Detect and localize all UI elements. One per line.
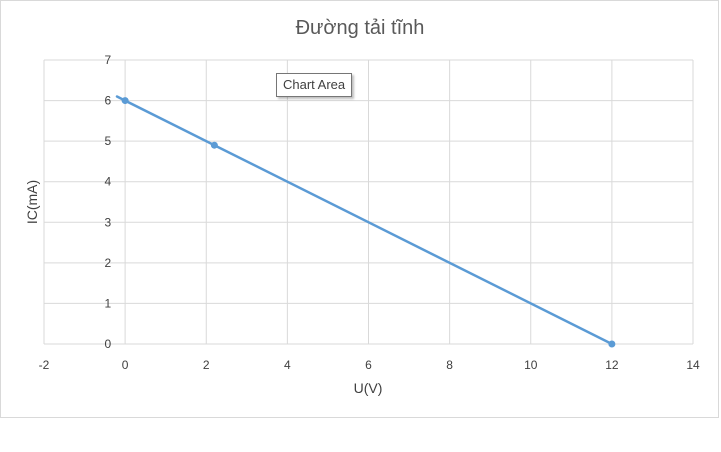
- x-tick-label: 4: [284, 358, 291, 372]
- y-tick-label: 1: [104, 296, 111, 310]
- y-tick-label: 2: [104, 256, 111, 270]
- x-tick-label: 12: [605, 358, 619, 372]
- data-point[interactable]: [608, 340, 616, 348]
- y-tick-label: 0: [104, 337, 111, 351]
- plot-series: [115, 95, 616, 348]
- y-tick-label: 5: [104, 134, 111, 148]
- x-tick-label: 6: [365, 358, 372, 372]
- y-tick-labels: 0 1 2 3 4 5 6 7: [104, 53, 111, 351]
- chart-title: Đường tải tĩnh: [296, 17, 425, 39]
- x-tick-label: 14: [686, 358, 700, 372]
- series-line: [115, 95, 614, 346]
- x-tick-label: 0: [122, 358, 129, 372]
- y-tick-label: 4: [104, 175, 111, 189]
- chart-area-tooltip: Chart Area: [276, 73, 353, 97]
- x-tick-label: 10: [524, 358, 538, 372]
- x-axis-label: U(V): [354, 380, 383, 396]
- y-tick-label: 3: [104, 215, 111, 229]
- data-point[interactable]: [210, 141, 218, 149]
- x-tick-label: 2: [203, 358, 210, 372]
- x-tick-label: -2: [39, 358, 50, 372]
- grid: [43, 59, 694, 345]
- y-axis-label: IC(mA): [24, 180, 40, 224]
- y-tick-label: 6: [104, 94, 111, 108]
- x-tick-labels: -2 0 2 4 6 8 10 12 14: [39, 358, 700, 372]
- data-point[interactable]: [121, 97, 129, 105]
- x-tick-label: 8: [446, 358, 453, 372]
- chart-area[interactable]: [0, 0, 719, 418]
- y-tick-label: 7: [104, 53, 111, 67]
